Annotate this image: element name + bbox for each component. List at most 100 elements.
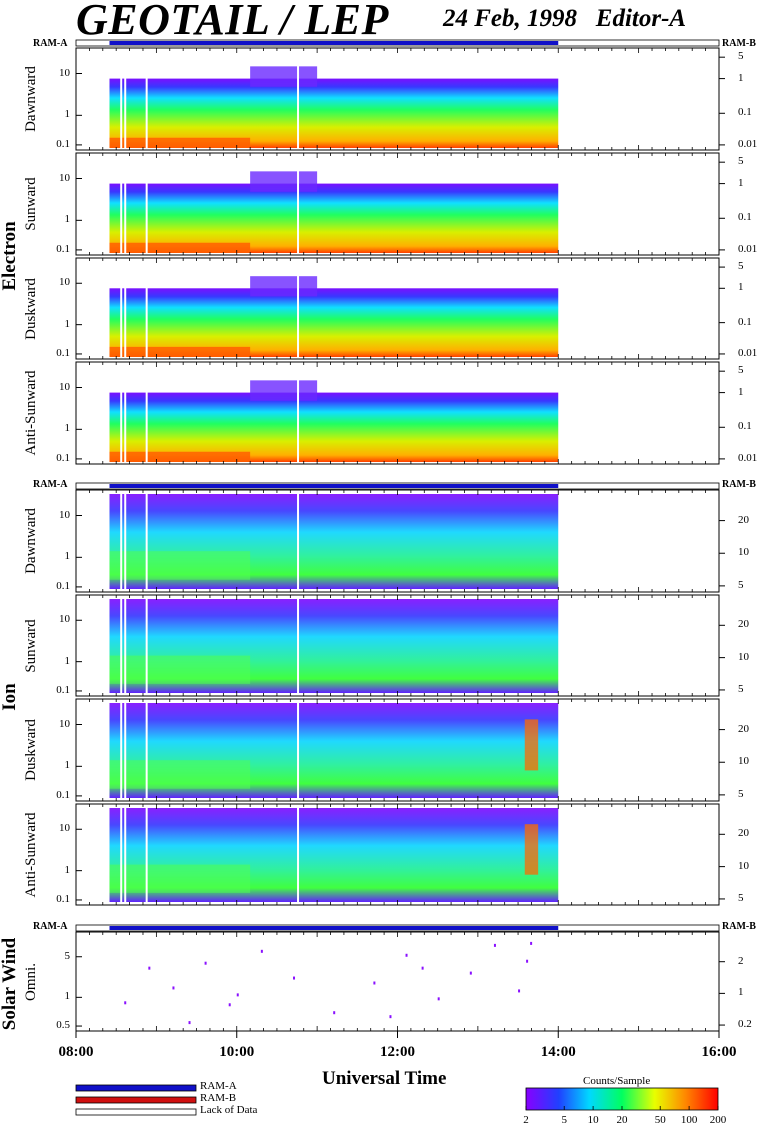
solar-wind-point	[526, 959, 529, 963]
left-tick-label: 0.1	[56, 579, 70, 592]
left-tick-label: 0.1	[56, 137, 70, 150]
right-tick-label: 0.1	[738, 106, 752, 119]
solar-wind-point	[530, 941, 533, 945]
right-tick-label: 5	[738, 364, 744, 377]
left-tick-label: 0.1	[56, 683, 70, 696]
data-gap-line	[145, 154, 148, 254]
x-tick-label: 10:00	[219, 1044, 255, 1060]
right-tick-label: 0.2	[738, 1018, 752, 1031]
ram-a-label: RAM-A	[33, 921, 68, 932]
right-tick-label: 0.01	[738, 242, 758, 255]
right-tick-label: 1	[738, 176, 744, 189]
electron-spectrogram	[109, 78, 559, 148]
data-gap-line	[120, 259, 123, 358]
ram-b-label: RAM-B	[722, 921, 756, 932]
solar-wind-point	[204, 961, 207, 965]
legend-label: RAM-A	[200, 1080, 237, 1092]
legend-swatch	[75, 1096, 197, 1104]
plot-subtitle: 24 Feb, 1998 Editor-A	[443, 5, 686, 33]
colorbar-tick-label: 20	[616, 1114, 628, 1126]
electron-low-energy-band	[109, 451, 251, 462]
right-tick-label: 10	[738, 755, 749, 768]
solar-wind-point	[518, 989, 521, 993]
solar-wind-point	[124, 1001, 127, 1005]
ram-b-label: RAM-B	[722, 479, 756, 490]
solar-wind-point	[293, 976, 296, 980]
right-tick-label: 5	[738, 50, 744, 63]
right-tick-label: 1	[738, 986, 744, 999]
data-gap-line	[124, 49, 127, 149]
legend-label: Lack of Data	[200, 1104, 258, 1116]
solar-wind-point	[421, 966, 424, 970]
right-tick-label: 0.01	[738, 451, 758, 464]
data-gap-line	[145, 596, 148, 695]
right-tick-label: 20	[738, 827, 749, 840]
x-tick-label: 16:00	[701, 1044, 737, 1060]
right-tick-label: 5	[738, 682, 744, 695]
panel-frame	[75, 931, 720, 1032]
left-tick-label: 10	[59, 508, 70, 521]
data-gap-line	[145, 491, 148, 591]
left-tick-label: 1	[64, 213, 71, 226]
right-tick-label: 5	[738, 155, 744, 168]
ram-a-label: RAM-A	[33, 479, 68, 490]
group-label-electron: Electron	[0, 221, 20, 291]
data-gap-line	[124, 805, 127, 904]
panel-label-duskward: Duskward	[23, 719, 39, 781]
ion-low-energy-band	[109, 760, 251, 789]
electron-enhancement-band	[250, 276, 318, 297]
data-gap-line	[297, 363, 300, 463]
data-gap-line	[145, 259, 148, 358]
left-tick-label: 1	[64, 317, 71, 330]
right-tick-label: 0.1	[738, 211, 752, 224]
ion-low-energy-band	[109, 655, 251, 684]
left-tick-label: 0.5	[56, 1019, 70, 1032]
plot-editor: Editor-A	[595, 5, 687, 32]
panel-label-duskward: Duskward	[23, 277, 39, 340]
right-tick-label: 2	[738, 954, 744, 967]
right-tick-label: 5	[738, 260, 744, 273]
data-gap-line	[120, 491, 123, 591]
left-tick-label: 1	[64, 108, 71, 121]
left-tick-label: 10	[59, 380, 70, 393]
panel-label-sunward: Sunward	[23, 618, 39, 673]
electron-spectrogram	[109, 288, 559, 357]
right-tick-label: 5	[738, 787, 744, 800]
data-gap-line	[124, 363, 127, 463]
data-gap-line	[297, 596, 300, 695]
panel-label-anti-sunward: Anti-Sunward	[23, 370, 39, 456]
right-tick-label: 1	[738, 281, 744, 294]
left-tick-label: 0.1	[56, 892, 70, 905]
plot-date: 24 Feb, 1998	[443, 5, 578, 32]
right-tick-label: 1	[738, 385, 744, 398]
solar-wind-point	[373, 981, 376, 985]
right-tick-label: 20	[738, 722, 749, 735]
solar-wind-point	[172, 986, 175, 990]
right-tick-label: 10	[738, 650, 749, 663]
right-tick-label: 10	[738, 546, 749, 559]
panel-label-anti-sunward: Anti-Sunward	[23, 812, 39, 897]
electron-spectrogram	[109, 392, 559, 462]
x-tick-label: 08:00	[58, 1044, 94, 1060]
data-gap-line	[145, 363, 148, 463]
data-gap-line	[297, 49, 300, 149]
right-tick-label: 20	[738, 618, 749, 631]
left-tick-label: 0.1	[56, 451, 70, 464]
ion-hot-spot	[524, 824, 539, 875]
colorbar-tick-label: 10	[587, 1114, 599, 1126]
data-gap-line	[120, 363, 123, 463]
left-tick-label: 10	[59, 276, 70, 289]
right-tick-label: 20	[738, 513, 749, 526]
data-gap-line	[297, 259, 300, 358]
electron-enhancement-band	[250, 171, 318, 192]
ram-a-label: RAM-A	[33, 38, 68, 49]
right-tick-label: 1	[738, 71, 744, 84]
right-tick-label: 0.01	[738, 346, 758, 359]
solar-wind-point	[333, 1011, 336, 1015]
electron-enhancement-band	[250, 66, 318, 87]
solar-wind-point	[469, 971, 472, 975]
left-tick-label: 1	[64, 759, 71, 772]
data-gap-line	[297, 805, 300, 904]
ram-a-status-bar	[109, 926, 559, 930]
